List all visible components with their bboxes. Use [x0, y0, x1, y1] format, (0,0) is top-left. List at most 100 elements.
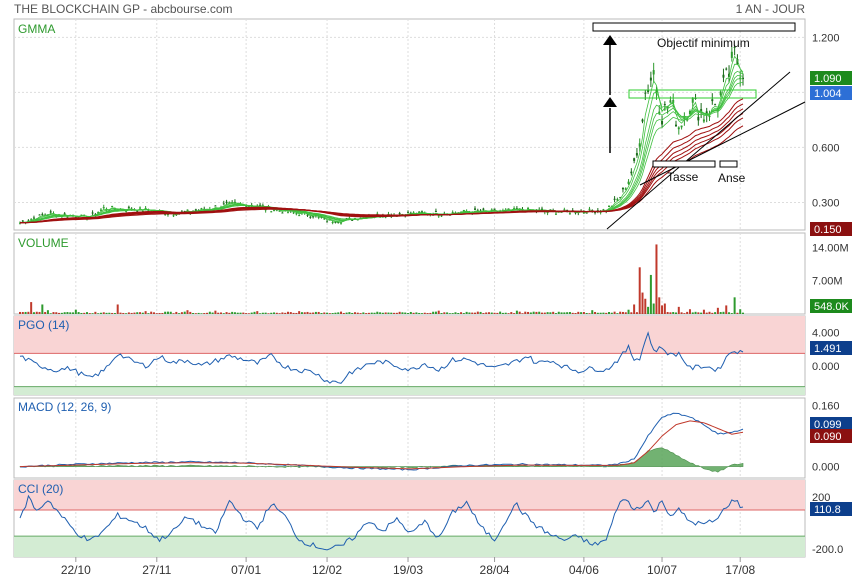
candle-body — [200, 208, 203, 210]
gmma-title: GMMA — [18, 22, 55, 36]
ytick-label: -200.0 — [812, 544, 843, 556]
candle-body — [91, 212, 94, 214]
candle-body — [515, 208, 518, 210]
volume-bar — [24, 311, 27, 314]
candle-body — [616, 198, 619, 201]
volume-bar — [582, 311, 585, 314]
volume-bar — [267, 313, 270, 314]
volume-bar — [652, 303, 655, 314]
ytick-label: 7.00M — [812, 276, 843, 288]
xtick-label: 17/08 — [725, 563, 755, 577]
volume-bar — [189, 311, 192, 314]
volume-bar — [739, 309, 742, 314]
volume-bar — [286, 311, 289, 314]
candle-body — [621, 187, 624, 190]
volume-bar — [41, 304, 44, 314]
volume-bar — [479, 311, 482, 314]
badge-pgo-bg — [810, 341, 852, 355]
volume-bar — [655, 244, 658, 314]
volume-bar — [669, 312, 672, 314]
candle-body — [602, 209, 605, 211]
volume-bar — [217, 312, 220, 314]
volume-bar — [298, 311, 301, 314]
candle-body — [541, 208, 544, 210]
candle-body — [702, 119, 705, 122]
volume-bar — [312, 312, 315, 314]
badge-signal-bg — [810, 429, 852, 443]
candle-body — [669, 100, 672, 103]
candle-body — [697, 116, 700, 121]
badge-signal: 0.090 — [814, 431, 842, 443]
volume-bar — [127, 312, 130, 314]
volume-bar — [314, 311, 317, 314]
volume-bar — [596, 312, 599, 314]
volume-bar — [225, 312, 228, 314]
volume-bar — [683, 313, 686, 314]
candle-body — [708, 115, 711, 118]
volume-bar — [273, 312, 276, 314]
resistance-box — [628, 89, 757, 99]
volume-bar — [644, 298, 647, 314]
volume-bar — [72, 312, 75, 314]
volume-bar — [359, 313, 362, 314]
candle-body — [588, 208, 591, 210]
volume-bar — [742, 312, 744, 314]
volume-bar — [694, 311, 697, 314]
volume-bar — [141, 312, 144, 314]
volume-bar — [677, 306, 680, 314]
volume-bar — [256, 311, 259, 314]
volume-bar — [728, 312, 731, 314]
volume-bar — [647, 306, 650, 314]
candle-body — [376, 213, 379, 215]
candle-body — [482, 208, 485, 210]
candle-body — [661, 121, 664, 125]
volume-bar — [616, 313, 619, 314]
overbought-band — [14, 480, 805, 511]
volume-bar — [328, 313, 331, 314]
volume-bar — [108, 312, 111, 314]
arrow-up-icon — [603, 35, 617, 45]
candle-body — [574, 212, 577, 214]
ytick-label: 0.160 — [812, 401, 840, 413]
volume-bar — [633, 304, 636, 314]
volume-bar — [259, 313, 262, 314]
candle-body — [566, 209, 569, 211]
volume-bar — [420, 313, 423, 314]
volume-bar — [320, 313, 323, 314]
volume-bar — [691, 312, 694, 314]
volume-bar — [119, 312, 122, 314]
xtick-label: 12/02 — [312, 563, 342, 577]
candle-body — [658, 111, 661, 114]
candle-body — [113, 208, 116, 210]
volume-bar — [206, 312, 209, 314]
volume-bar — [27, 311, 30, 314]
volume-bar — [247, 313, 250, 314]
volume-bar — [608, 311, 611, 314]
volume-bar — [443, 312, 446, 314]
volume-bar — [423, 312, 426, 314]
oversold-band — [14, 386, 805, 395]
volume-bar — [376, 311, 379, 314]
volume-bar — [549, 312, 552, 314]
candle-body — [222, 203, 225, 205]
volume-bar — [219, 312, 222, 314]
candle-body — [610, 205, 613, 207]
volume-bar — [49, 313, 52, 314]
volume-bar — [384, 312, 387, 314]
badge-macd: 0.099 — [814, 419, 842, 431]
candle-body — [136, 210, 139, 212]
volume-bar — [585, 312, 588, 314]
candle-body — [273, 210, 276, 212]
volume-bar — [46, 310, 49, 314]
candle-body — [99, 209, 102, 211]
ytick-label: 0.000 — [812, 361, 840, 373]
candle-body — [164, 214, 167, 216]
badge-cci-bg — [810, 502, 852, 516]
candle-body — [312, 216, 315, 218]
candle-body — [437, 215, 440, 217]
oversold-band — [14, 536, 805, 557]
xtick-label: 04/06 — [569, 563, 599, 577]
volume-bar — [194, 313, 197, 314]
xtick-label: 07/01 — [231, 563, 261, 577]
volume-bar — [663, 303, 666, 314]
